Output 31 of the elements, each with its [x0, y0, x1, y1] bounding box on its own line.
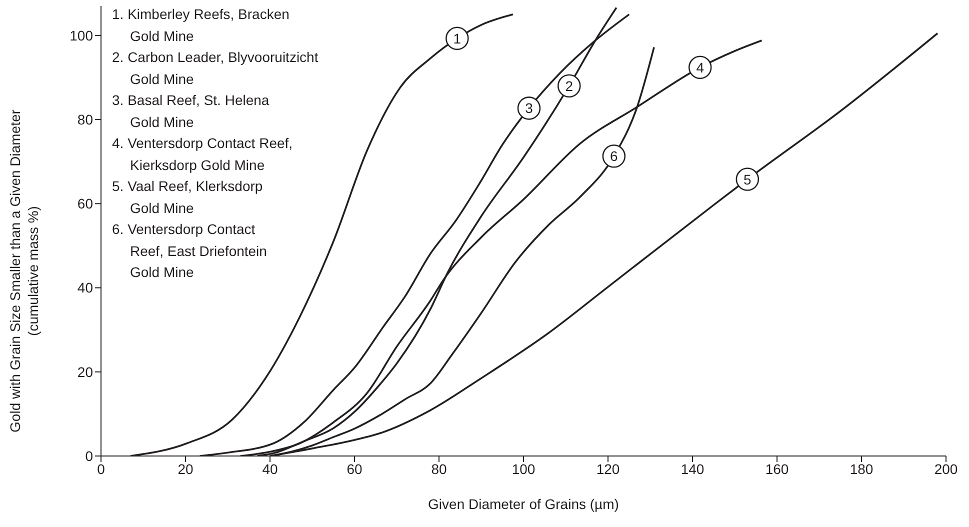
y-tick-label: 100: [70, 27, 94, 44]
annotation: 5. Vaal Reef, Klerksdorp Gold Mine: [112, 177, 264, 218]
x-tick-label: 200: [934, 460, 958, 477]
annotation: 4: [696, 59, 704, 76]
x-tick-label: 0: [97, 460, 106, 477]
y-axis-title: Gold with Grain Size Smaller than a Given Diameter (cumulative mass %): [7, 109, 41, 432]
annotation: 4. Ventersdorp Contact Reef, Kierksdorp Gold Mine: [112, 134, 294, 175]
y-tick-label: 60: [77, 196, 94, 212]
y-tick-label: 80: [77, 112, 94, 128]
annotation: 1. Kimberley Reefs, Bracken Gold Mine: [112, 5, 290, 46]
annotation: 3. Basal Reef, St. Helena Gold Mine: [112, 91, 270, 132]
x-tick-label: 100: [512, 460, 536, 477]
x-axis-title: Given Diameter of Grains (µm): [428, 496, 619, 512]
x-tick-label: 160: [765, 460, 789, 477]
annotation: 1: [453, 30, 462, 46]
y-tick-label: 20: [77, 364, 94, 380]
y-tick-label: 0: [85, 448, 94, 464]
x-tick-label: 60: [346, 460, 362, 477]
x-tick-label: 80: [431, 460, 447, 477]
y-tick-label: 40: [77, 280, 94, 296]
x-tick-label: 140: [680, 460, 704, 477]
annotation: 5: [744, 171, 752, 188]
x-tick-label: 120: [596, 460, 620, 477]
x-tick-label: 40: [262, 460, 278, 477]
annotation: 6: [610, 148, 618, 164]
annotation: 2: [565, 78, 574, 94]
x-tick-label: 180: [850, 460, 874, 477]
x-tick-label: 20: [178, 460, 194, 477]
annotation: 6. Ventersdorp Contact Reef, East Driefontein Gold Mine: [112, 220, 268, 282]
annotation: 2. Carbon Leader, Blyvooruitzicht Gold Mine: [112, 48, 318, 88]
annotation: 3: [525, 100, 534, 116]
